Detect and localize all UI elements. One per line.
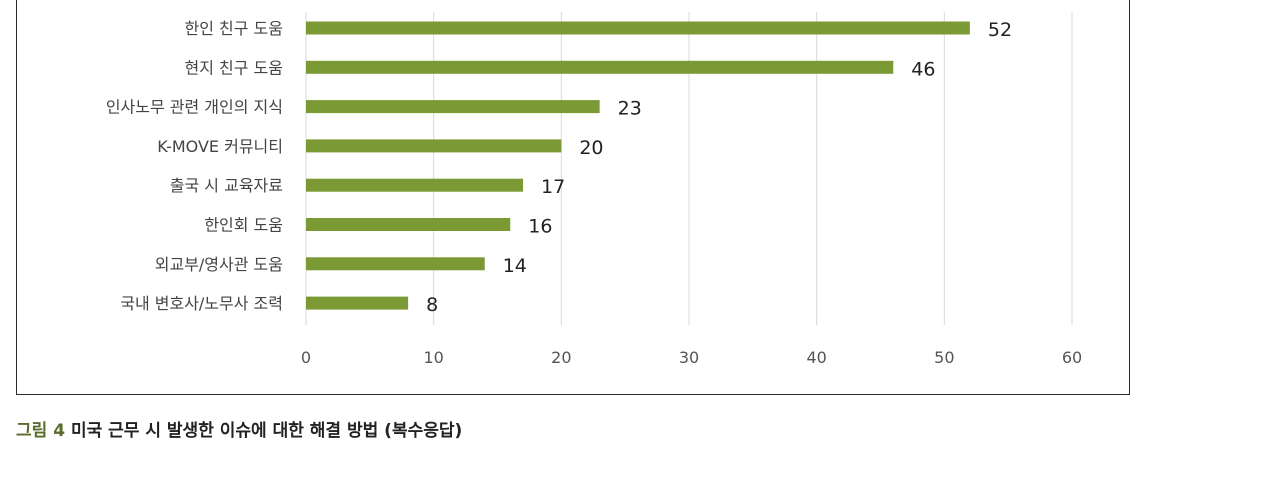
bar <box>306 296 409 310</box>
bars <box>306 21 970 310</box>
bar <box>306 21 970 35</box>
value-label: 46 <box>911 58 935 80</box>
x-tick-label: 0 <box>301 348 311 367</box>
x-tick-label: 40 <box>806 348 826 367</box>
value-label: 23 <box>618 98 642 120</box>
x-axis-ticks: 0 10 20 30 40 50 60 <box>301 348 1082 367</box>
figure-caption: 그림 4 미국 근무 시 발생한 이슈에 대한 해결 방법 (복수응답) <box>16 416 462 441</box>
bar <box>306 60 894 74</box>
category-label: 외교부/영사관 도움 <box>155 255 283 274</box>
bar <box>306 100 600 114</box>
x-tick-label: 10 <box>423 348 443 367</box>
value-label: 20 <box>579 137 603 159</box>
value-label: 14 <box>503 255 527 277</box>
x-tick-label: 60 <box>1062 348 1082 367</box>
chart-frame <box>16 0 1130 395</box>
x-tick-label: 30 <box>679 348 699 367</box>
category-label: 한인 친구 도움 <box>185 19 284 38</box>
bar <box>306 257 485 271</box>
figure-title: 미국 근무 시 발생한 이슈에 대한 해결 방법 (복수응답) <box>70 421 463 441</box>
value-label: 16 <box>528 216 552 238</box>
x-tick-label: 20 <box>551 348 571 367</box>
category-label: 한인회 도움 <box>204 216 283 235</box>
category-label: 국내 변호사/노무사 조력 <box>120 294 283 313</box>
category-label: 출국 시 교육자료 <box>170 176 283 195</box>
bar <box>306 139 562 153</box>
x-tick-label: 50 <box>934 348 954 367</box>
bar <box>306 178 524 192</box>
value-label: 52 <box>988 19 1012 41</box>
category-label: 인사노무 관련 개인의 지식 <box>106 98 283 117</box>
category-label: K-MOVE 커뮤니티 <box>157 137 283 156</box>
gridlines <box>305 12 1073 325</box>
figure-label: 그림 4 <box>16 421 66 441</box>
value-label: 17 <box>541 176 565 198</box>
bar <box>306 218 511 231</box>
category-label: 현지 친구 도움 <box>185 58 284 77</box>
value-label: 8 <box>426 294 438 316</box>
